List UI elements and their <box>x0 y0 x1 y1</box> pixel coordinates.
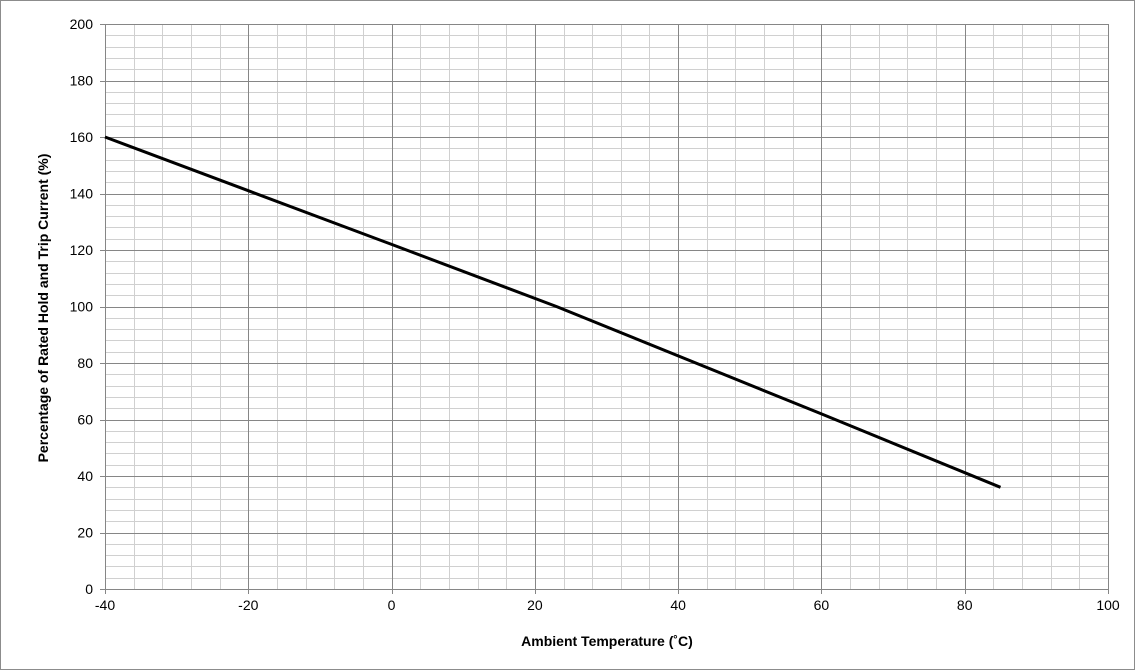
axes <box>100 24 1109 594</box>
x-tick-label: 60 <box>814 597 830 613</box>
y-tick-label: 140 <box>70 186 94 202</box>
y-tick-label: 60 <box>77 412 93 428</box>
y-axis-title: Percentage of Rated Hold and Trip Curren… <box>35 154 51 463</box>
y-tick-label: 80 <box>77 355 93 371</box>
series-line <box>104 135 1002 489</box>
y-tick-label: 120 <box>70 242 94 258</box>
y-tick-label: 20 <box>77 525 93 541</box>
x-tick-label: -20 <box>238 597 258 613</box>
grid <box>105 24 1109 590</box>
x-tick-label: 100 <box>1096 597 1120 613</box>
x-tick-label: 20 <box>527 597 543 613</box>
tick-labels: -40 -20 0 20 40 60 80 100 0 20 40 60 80 100 120 140 160 1… <box>70 16 1120 613</box>
y-tick-label: 180 <box>70 73 94 89</box>
y-tick-label: 160 <box>70 129 94 145</box>
y-tick-label: 40 <box>77 468 93 484</box>
y-tick-label: 200 <box>70 16 94 32</box>
y-tick-label: 0 <box>85 581 93 597</box>
x-axis-title: Ambient Temperature (˚C) <box>521 633 693 649</box>
y-tick-label: 100 <box>70 299 94 315</box>
x-tick-label: 40 <box>670 597 686 613</box>
x-tick-label: 0 <box>388 597 396 613</box>
series-layer <box>104 135 1002 489</box>
x-tick-label: 80 <box>957 597 973 613</box>
x-tick-label: -40 <box>95 597 115 613</box>
